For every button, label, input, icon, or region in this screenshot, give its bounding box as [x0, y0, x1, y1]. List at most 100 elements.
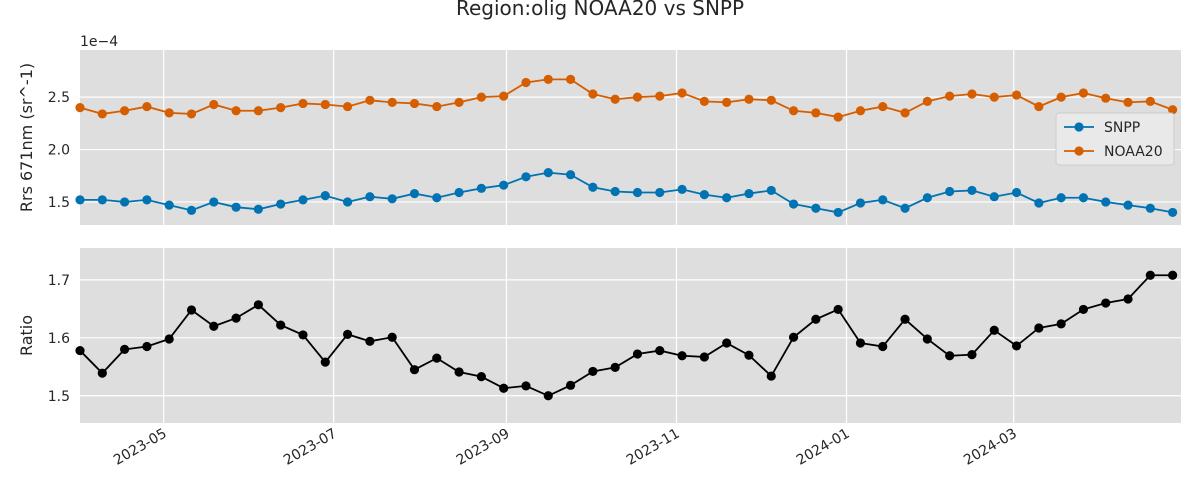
ratio-y-tick-label: 1.7: [48, 273, 70, 289]
snpp-point: [454, 187, 464, 198]
snpp-point: [699, 190, 709, 200]
ratio-y-tick-label: 1.5: [48, 389, 70, 405]
snpp-point: [365, 192, 375, 202]
noaa20-point: [588, 89, 598, 99]
ratio-y-ticks: 1.5 1.6 1.7: [48, 273, 70, 405]
noaa20-point: [1123, 97, 1133, 107]
ratio-point: [1123, 294, 1133, 304]
noaa20-point: [744, 94, 754, 104]
ratio-plot-area: [80, 248, 1181, 423]
noaa20-point: [253, 106, 263, 116]
ratio-point: [588, 366, 598, 377]
noaa20-point: [922, 96, 932, 106]
ratio-point: [788, 332, 799, 342]
noaa20-point: [699, 96, 709, 106]
ratio-point: [1101, 298, 1111, 308]
snpp-point: [677, 184, 687, 194]
noaa20-point: [967, 89, 977, 99]
noaa20-point: [119, 106, 130, 116]
ratio-point: [209, 321, 219, 331]
snpp-point: [320, 191, 330, 201]
ratio-point: [164, 334, 174, 344]
snpp-point: [1011, 187, 1022, 198]
noaa20-point: [610, 94, 620, 104]
ratio-point: [833, 304, 843, 315]
snpp-point: [1168, 207, 1178, 218]
ratio-point: [699, 352, 709, 362]
ratio-point: [1145, 270, 1155, 280]
snpp-point: [655, 187, 665, 198]
ratio-point: [499, 383, 509, 393]
snpp-point: [967, 185, 977, 196]
noaa20-point: [811, 108, 821, 118]
noaa20-point: [878, 101, 888, 112]
snpp-point: [142, 195, 152, 205]
noaa20-point: [320, 99, 330, 110]
noaa20-point: [1011, 90, 1022, 100]
noaa20-point: [655, 91, 665, 101]
noaa20-point: [1034, 101, 1044, 112]
ratio-point: [231, 313, 241, 323]
noaa20-point: [276, 103, 286, 113]
legend-label-noaa20: NOAA20: [1104, 144, 1163, 160]
snpp-point: [1078, 193, 1089, 203]
snpp-point: [900, 203, 910, 213]
snpp-point: [1034, 198, 1044, 208]
snpp-point: [632, 187, 643, 198]
ratio-y-axis-label: Ratio: [17, 315, 36, 356]
noaa20-point: [432, 101, 442, 112]
snpp-point: [119, 197, 130, 207]
ratio-point: [432, 353, 442, 363]
snpp-point: [432, 193, 442, 203]
noaa20-point: [1145, 96, 1155, 106]
ratio-point: [521, 381, 531, 391]
noaa20-point: [1101, 93, 1111, 103]
snpp-point: [1101, 197, 1111, 207]
ratio-point: [476, 372, 486, 382]
snpp-point: [878, 195, 888, 205]
rrs-y-tick-label: 2.0: [48, 143, 70, 159]
snpp-point: [565, 170, 576, 180]
snpp-point: [253, 204, 263, 214]
noaa20-point: [855, 106, 866, 116]
snpp-point: [231, 202, 241, 212]
noaa20-point: [632, 92, 643, 102]
ratio-point: [454, 367, 464, 377]
ratio-point: [766, 371, 776, 381]
snpp-point: [476, 183, 486, 193]
snpp-point: [922, 193, 932, 203]
snpp-point: [788, 199, 799, 209]
snpp-point: [588, 182, 598, 192]
ratio-point: [744, 350, 754, 360]
ratio-point: [855, 338, 866, 348]
ratio-point: [655, 345, 665, 356]
ratio-point: [342, 329, 353, 339]
snpp-point: [75, 195, 85, 205]
noaa20-point: [142, 101, 152, 112]
noaa20-point: [945, 91, 955, 101]
ratio-point: [677, 351, 687, 361]
snpp-point: [744, 188, 754, 199]
snpp-point: [164, 200, 174, 210]
ratio-point: [811, 314, 821, 324]
ratio-line: [79, 274, 1173, 397]
snpp-point: [209, 197, 219, 207]
snpp-point: [186, 205, 197, 215]
legend-label-snpp: SNPP: [1104, 120, 1140, 136]
ratio-series: [75, 270, 1178, 401]
legend: SNPP NOAA20: [1055, 112, 1175, 166]
ratio-point: [632, 349, 643, 359]
noaa20-point: [722, 97, 732, 107]
noaa20-point: [164, 108, 174, 118]
ratio-point: [298, 330, 308, 340]
rrs-y-ticks: 1.5 2.0 2.5: [48, 90, 70, 211]
snpp-point: [298, 195, 308, 205]
snpp-point: [811, 203, 821, 213]
snpp-point: [409, 188, 420, 199]
snpp-point: [521, 172, 531, 182]
noaa20-point: [543, 74, 553, 84]
noaa20-point: [186, 109, 197, 119]
snpp-point: [387, 194, 397, 204]
